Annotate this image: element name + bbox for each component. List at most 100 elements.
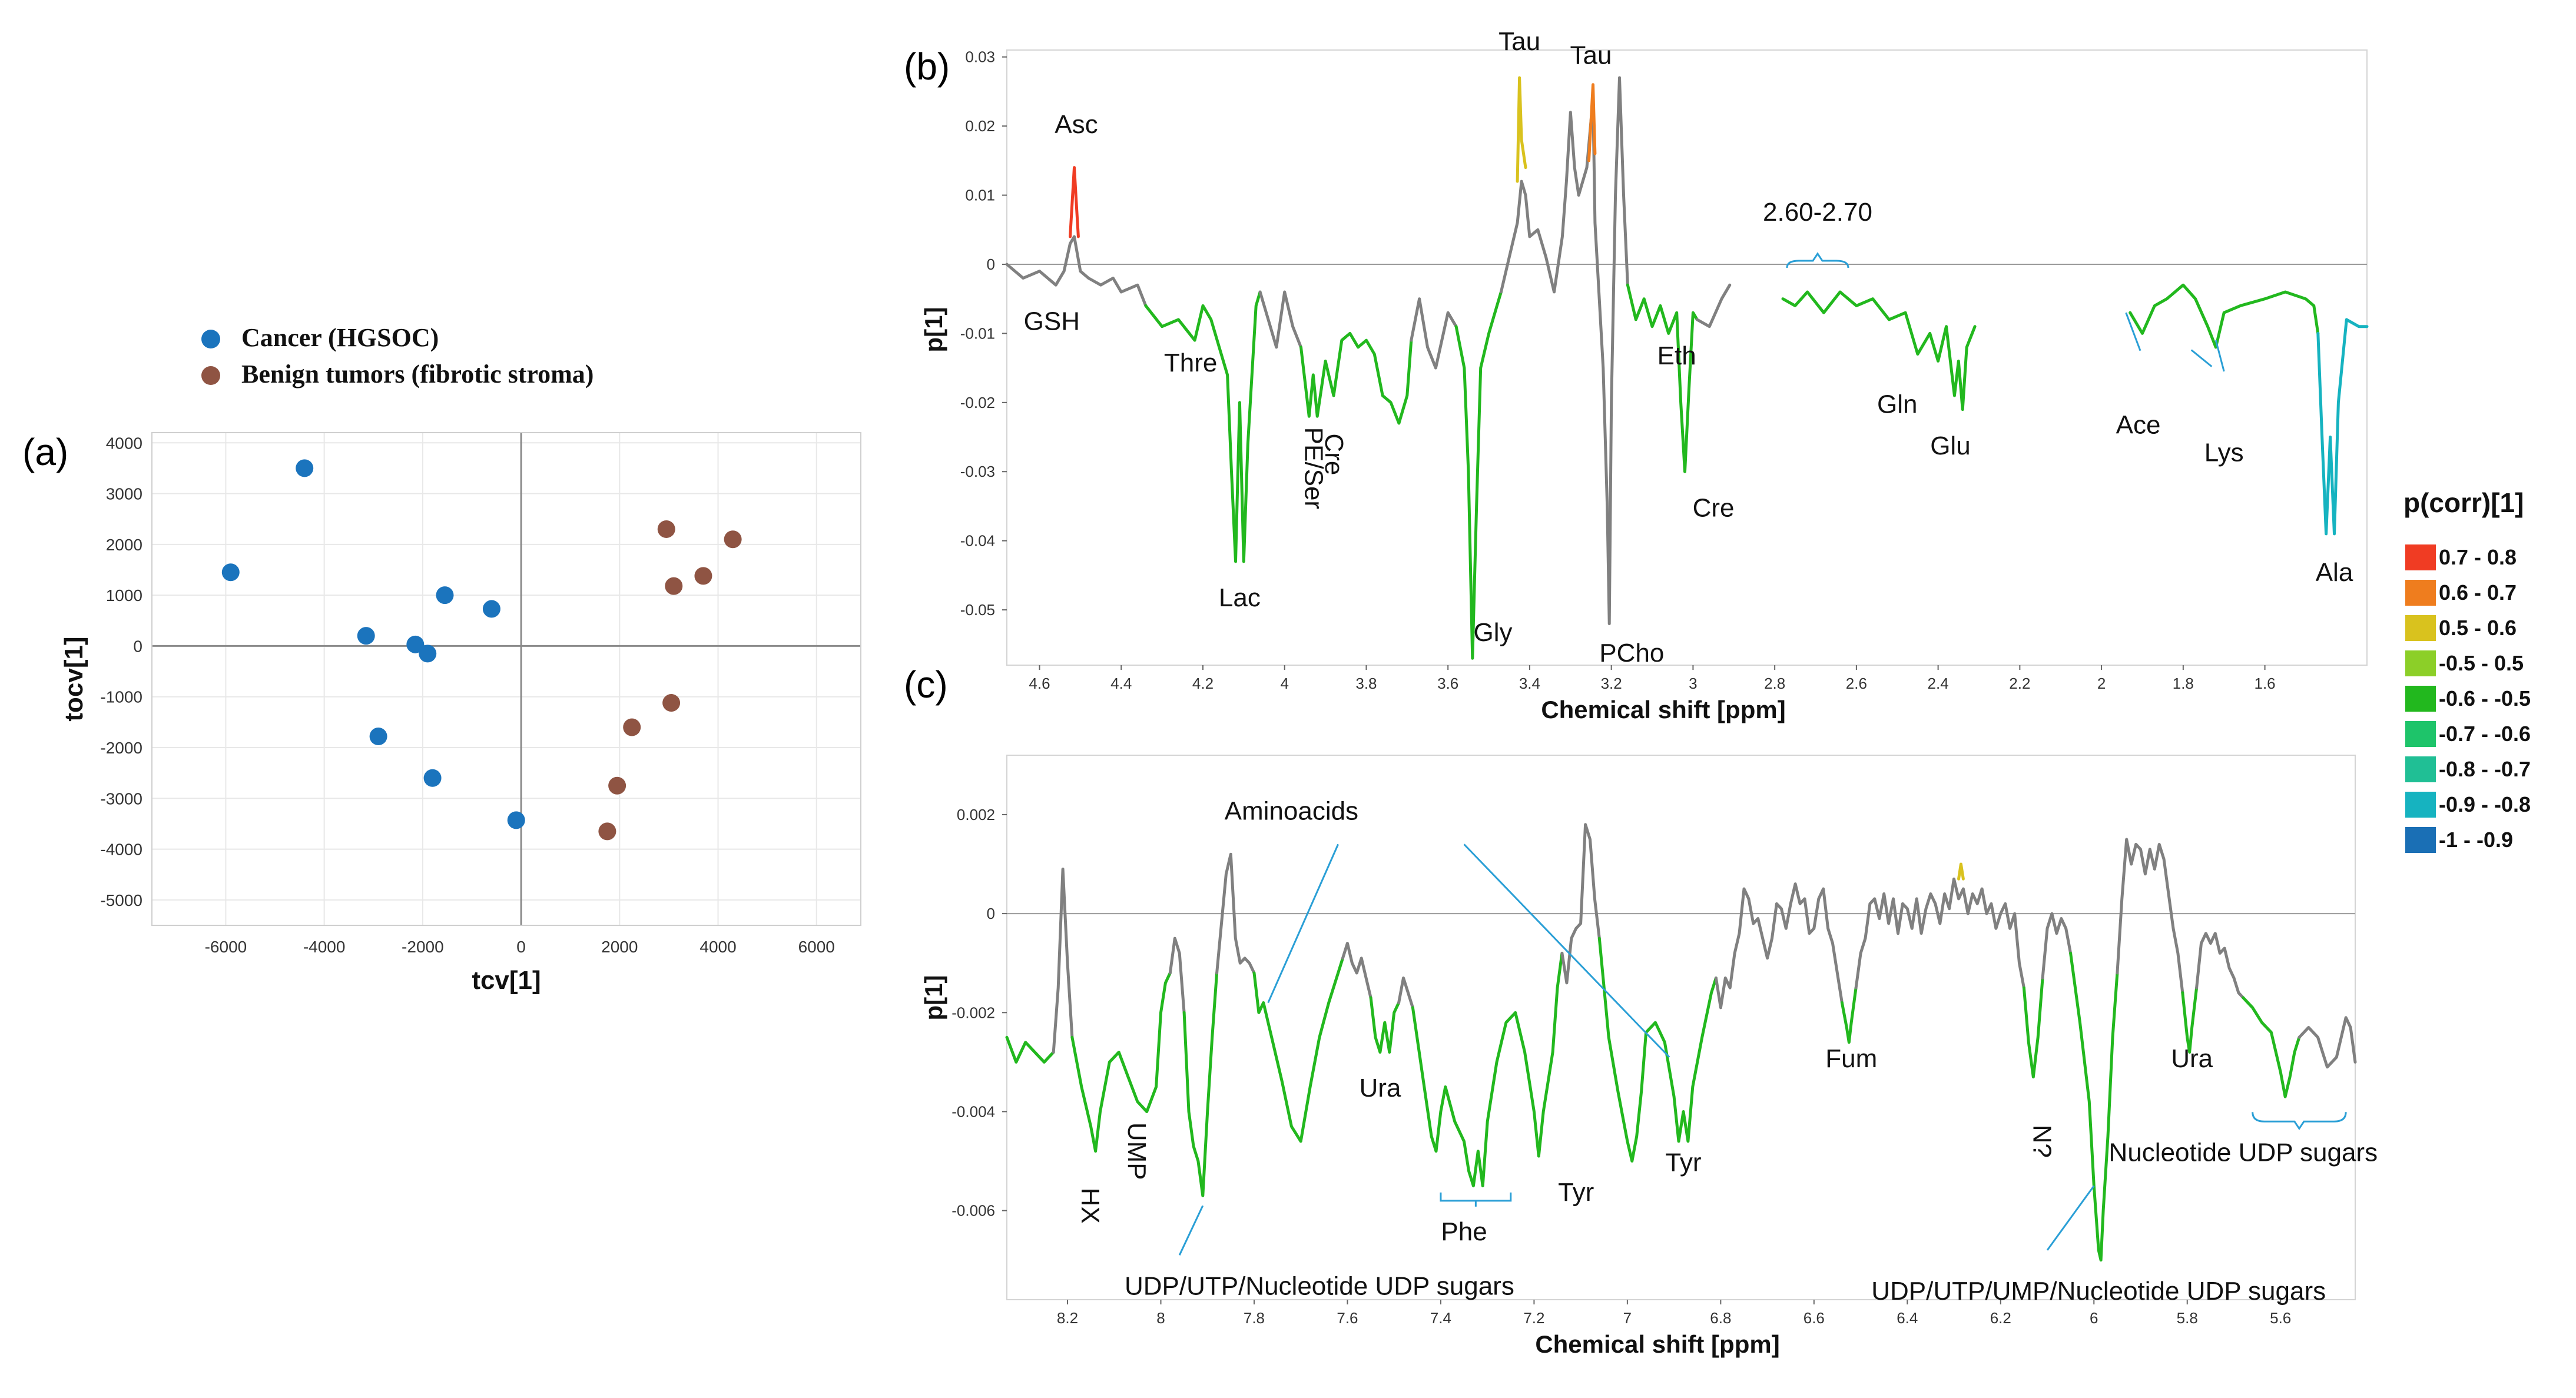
annotation-leader: [2125, 312, 2141, 351]
spectrum-segment: [1560, 823, 1601, 985]
y-tick-label: 0: [133, 637, 142, 655]
x-axis-label: Chemical shift [ppm]: [1541, 696, 1785, 723]
spectrum-segment: [2069, 951, 2119, 1262]
peak-label: UDP/UTP/Nucleotide UDP sugars: [1125, 1272, 1514, 1301]
plot-frame-b: [1006, 49, 2368, 666]
bracket-nucleotide-udp-sugars: [2252, 1112, 2347, 1130]
peak-label: Aminoacids: [1225, 796, 1358, 825]
x-tick-label: 2.4: [1928, 675, 1949, 692]
spectrum-segment: [1454, 290, 1503, 660]
spectrum-segment: [1252, 957, 1344, 1143]
data-point: [482, 600, 500, 618]
x-tick-label: 8: [1156, 1309, 1165, 1327]
y-tick-label: -0.002: [952, 1004, 995, 1021]
plot-frame-c: [1006, 755, 2356, 1300]
data-point: [608, 776, 626, 795]
x-tick-label: -4000: [303, 938, 346, 956]
peak-label: Glu: [1930, 431, 1970, 460]
legend-label: -0.7 - -0.6: [2439, 722, 2531, 746]
spectrum-segment: [1052, 867, 1074, 1054]
x-tick-label: 4.4: [1110, 675, 1132, 692]
y-tick-label: 0.002: [957, 806, 995, 823]
x-tick-label: 4: [1280, 675, 1288, 692]
spectrum-segment: [2181, 986, 2199, 1054]
y-axis-label: tocv[1]: [59, 636, 88, 721]
peak-label: Ala: [2316, 558, 2353, 587]
data-point: [507, 811, 525, 829]
x-tick-label: 7: [1623, 1309, 1632, 1327]
x-tick-label: 3.4: [1519, 675, 1540, 692]
peak-label: Fum: [1825, 1044, 1877, 1073]
spectrum-segment: [1215, 852, 1256, 975]
legend-swatch: [2405, 721, 2436, 747]
spectrum-panel-b: (b) 0.03 0.02 0.01 0 -0.01 -0.02 -0.03 -0.04 -0.0…: [904, 27, 2369, 723]
x-tick-label: 1.8: [2173, 675, 2194, 692]
spectrum-segment: [2297, 1016, 2357, 1069]
legend-label: -0.6 - -0.5: [2439, 686, 2531, 710]
peak-label-rotated: UMP: [1122, 1123, 1151, 1180]
peak-label: Asc: [1055, 110, 1098, 139]
data-point: [665, 577, 683, 595]
y-tick-label: -0.02: [960, 394, 995, 411]
y-tick-label: -0.006: [952, 1202, 995, 1220]
peak-label: Tau: [1570, 41, 1612, 69]
data-point: [436, 586, 454, 605]
spectrum-segment: [1005, 235, 1148, 307]
peak-label: Tyr: [1558, 1178, 1594, 1207]
x-tick-label: 5.6: [2270, 1309, 2291, 1327]
x-tick-label: 7.2: [1523, 1309, 1544, 1327]
peak-label: Lys: [2204, 439, 2244, 467]
peak-label: Ace: [2116, 411, 2161, 440]
x-tick-label: 6.2: [1990, 1309, 2011, 1327]
peak-label: Eth: [1657, 341, 1696, 370]
y-tick-label: -3000: [100, 789, 142, 808]
peak-label-rotated: HX: [1076, 1188, 1105, 1224]
peak-label: Tau: [1498, 27, 1540, 56]
spectrum-segment: [1854, 877, 2025, 989]
correlation-legend: p(corr)[1] 0.7 - 0.8 0.6 - 0.7 0.5 - 0.6 -0.…: [2403, 487, 2531, 853]
spectrum-segment: [1597, 937, 1718, 1163]
y-tick-label: 0: [987, 255, 995, 273]
spectrum-segment: [2041, 912, 2073, 979]
spectrum-segment: [1695, 283, 1732, 328]
legend-swatch: [2405, 756, 2436, 782]
peak-label: Nucleotide UDP sugars: [2109, 1138, 2378, 1167]
panel-label-a: (a): [22, 431, 68, 473]
legend-swatch: [2405, 580, 2436, 606]
x-tick-label: 2.8: [1764, 675, 1785, 692]
x-tick-label: 3.8: [1355, 675, 1377, 692]
data-point: [419, 645, 437, 663]
spectrum-segment: [2116, 838, 2184, 995]
x-tick-label: -6000: [205, 938, 247, 956]
x-tick-label: 3.2: [1601, 675, 1622, 692]
x-tick-label: 7.8: [1244, 1309, 1265, 1327]
y-axis-label: p[1]: [920, 975, 947, 1021]
legend-label: -0.5 - 0.5: [2439, 651, 2524, 675]
x-tick-label: 3.6: [1437, 675, 1458, 692]
legend-swatch: [2405, 827, 2436, 853]
y-tick-label: 0.01: [965, 187, 995, 204]
x-tick-label: 1.6: [2254, 675, 2275, 692]
spectrum-segment: [1587, 83, 1597, 162]
spectrum-segment: [2242, 996, 2301, 1098]
data-point: [423, 769, 442, 787]
spectrum-segment: [1957, 862, 1965, 881]
y-tick-label: 0.03: [965, 48, 995, 66]
x-tick-label: 6.6: [1803, 1309, 1825, 1327]
bracket-phe: [1440, 1192, 1512, 1207]
spectrum-segment: [1182, 971, 1219, 1197]
x-tick-label: 4.6: [1029, 675, 1050, 692]
legend-swatch: [2405, 650, 2436, 676]
y-tick-label: 1000: [106, 586, 142, 605]
panel-label-c: (c): [904, 663, 948, 706]
peak-label: Gly: [1473, 618, 1512, 647]
annotation-leader: [2046, 1185, 2095, 1251]
spectrum-segment: [1499, 76, 1629, 626]
x-tick-label: 6.8: [1710, 1309, 1731, 1327]
spectrum-segment: [1410, 297, 1458, 370]
x-tick-label: 7.6: [1337, 1309, 1358, 1327]
y-axis-label: p[1]: [920, 307, 947, 353]
legend-label: 0.7 - 0.8: [2439, 545, 2517, 569]
y-tick-label: 3000: [106, 485, 142, 503]
data-point: [657, 520, 675, 538]
